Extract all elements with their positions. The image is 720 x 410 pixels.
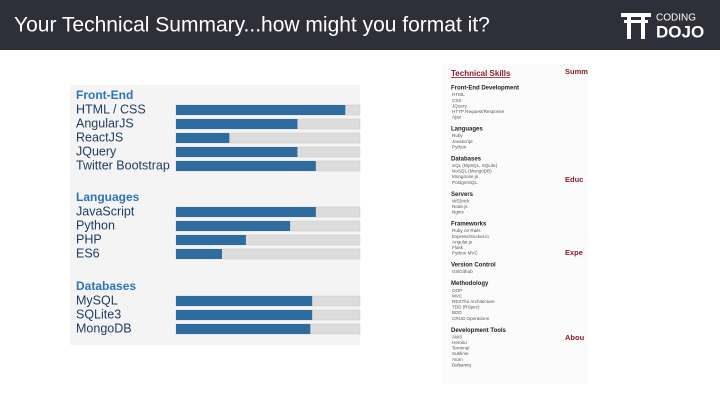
resume-item: SQL (MySQL, SQLite): [452, 163, 498, 168]
skill-bar: [176, 310, 313, 320]
skill-label: MongoDB: [76, 321, 132, 335]
resume-item: BDD: [452, 310, 462, 315]
resume-heading: Servers: [451, 192, 474, 198]
resume-heading: Databases: [451, 156, 482, 162]
resume-panel: [442, 64, 588, 384]
resume-item: Ajax: [452, 115, 462, 120]
resume-item: RESTful Architecture: [452, 299, 495, 304]
skill-bar: [176, 235, 246, 245]
skill-label: AngularJS: [76, 116, 134, 130]
skill-label: MySQL: [76, 293, 118, 307]
skill-bar: [176, 161, 316, 171]
logo-text: DOJO: [656, 22, 704, 41]
resume-item: Flask: [452, 245, 464, 250]
skill-label: JQuery: [76, 144, 117, 158]
skill-label: HTML / CSS: [76, 102, 146, 116]
resume-item: Node.js: [452, 204, 468, 209]
resume-item: Python MVC: [452, 251, 478, 256]
skill-bar: [176, 249, 222, 259]
skill-bar: [176, 105, 346, 115]
resume-heading: Methodology: [451, 281, 489, 287]
resume-item: Python: [452, 144, 467, 149]
resume-item: Angular.js: [452, 239, 473, 244]
resume-heading: Version Control: [451, 263, 496, 269]
skill-label: ReactJS: [76, 130, 123, 144]
resume-item: HTML: [452, 92, 465, 97]
resume-item: Heroku: [452, 340, 467, 345]
resume-item: Terminal: [452, 346, 469, 351]
skill-group-heading: Front-End: [76, 88, 133, 102]
resume-item: Express/Socket.io: [452, 234, 489, 239]
resume-item: NoSQL (MongoDB): [452, 169, 492, 174]
resume-item: Ruby: [452, 133, 463, 138]
resume-item: TDD (RSpec): [452, 305, 480, 310]
skill-bar: [176, 133, 230, 143]
skill-label: ES6: [76, 246, 100, 260]
resume-item: MVC: [452, 293, 463, 298]
resume-item: AWS: [452, 334, 462, 339]
resume-side-heading: Educ: [565, 175, 583, 184]
logo-text: CODING: [656, 13, 696, 24]
skill-label: JavaScript: [76, 204, 135, 218]
resume-item: CSS: [452, 98, 461, 103]
skill-label: PHP: [76, 232, 102, 246]
resume-item: Mongoose.js: [452, 174, 479, 179]
resume-item: Git/Github: [452, 269, 473, 274]
skill-label: Python: [76, 218, 115, 232]
skill-bar: [176, 221, 291, 231]
resume-side-heading: Expe: [565, 248, 583, 257]
resume-item: Ruby on Rails: [452, 228, 481, 233]
resume-item: PostgreSQL: [452, 180, 477, 185]
skill-bar: [176, 147, 298, 157]
skill-group-heading: Databases: [76, 279, 136, 293]
resume-heading: Languages: [451, 127, 483, 133]
resume-item: Atom: [452, 357, 463, 362]
resume-side-heading: Abou: [565, 333, 585, 342]
resume-heading: Front-End Development: [451, 86, 519, 92]
resume-side-heading: Summar: [565, 67, 595, 76]
resume: Technical Skills Front-End DevelopmentHTM…: [451, 67, 595, 367]
resume-item: Javascript: [452, 139, 473, 144]
skill-label: SQLite3: [76, 307, 121, 321]
resume-item: WEBrick: [452, 198, 470, 203]
resume-item: HTTP Request/Response: [452, 109, 505, 114]
skill-bar: [176, 324, 311, 334]
skill-bar: [176, 119, 298, 129]
resume-item: Balsamiq: [452, 362, 471, 367]
resume-item: JQuery: [452, 103, 468, 108]
logo-icon: [621, 13, 651, 39]
skill-label: Twitter Bootstrap: [76, 158, 170, 172]
resume-item: CRUD Operations: [452, 316, 490, 321]
slide-title: Your Technical Summary...how might you f…: [14, 14, 490, 37]
resume-heading: Development Tools: [451, 328, 507, 334]
resume-item: OOP: [452, 288, 462, 293]
resume-item: Sublime: [452, 351, 469, 356]
skill-group-heading: Languages: [76, 190, 140, 204]
resume-heading: Frameworks: [451, 222, 487, 228]
skill-bar: [176, 296, 313, 306]
resume-item: Nginx: [452, 210, 464, 215]
skill-bar: [176, 207, 316, 217]
resume-title: Technical Skills: [451, 69, 511, 78]
header-bar: [0, 0, 720, 50]
